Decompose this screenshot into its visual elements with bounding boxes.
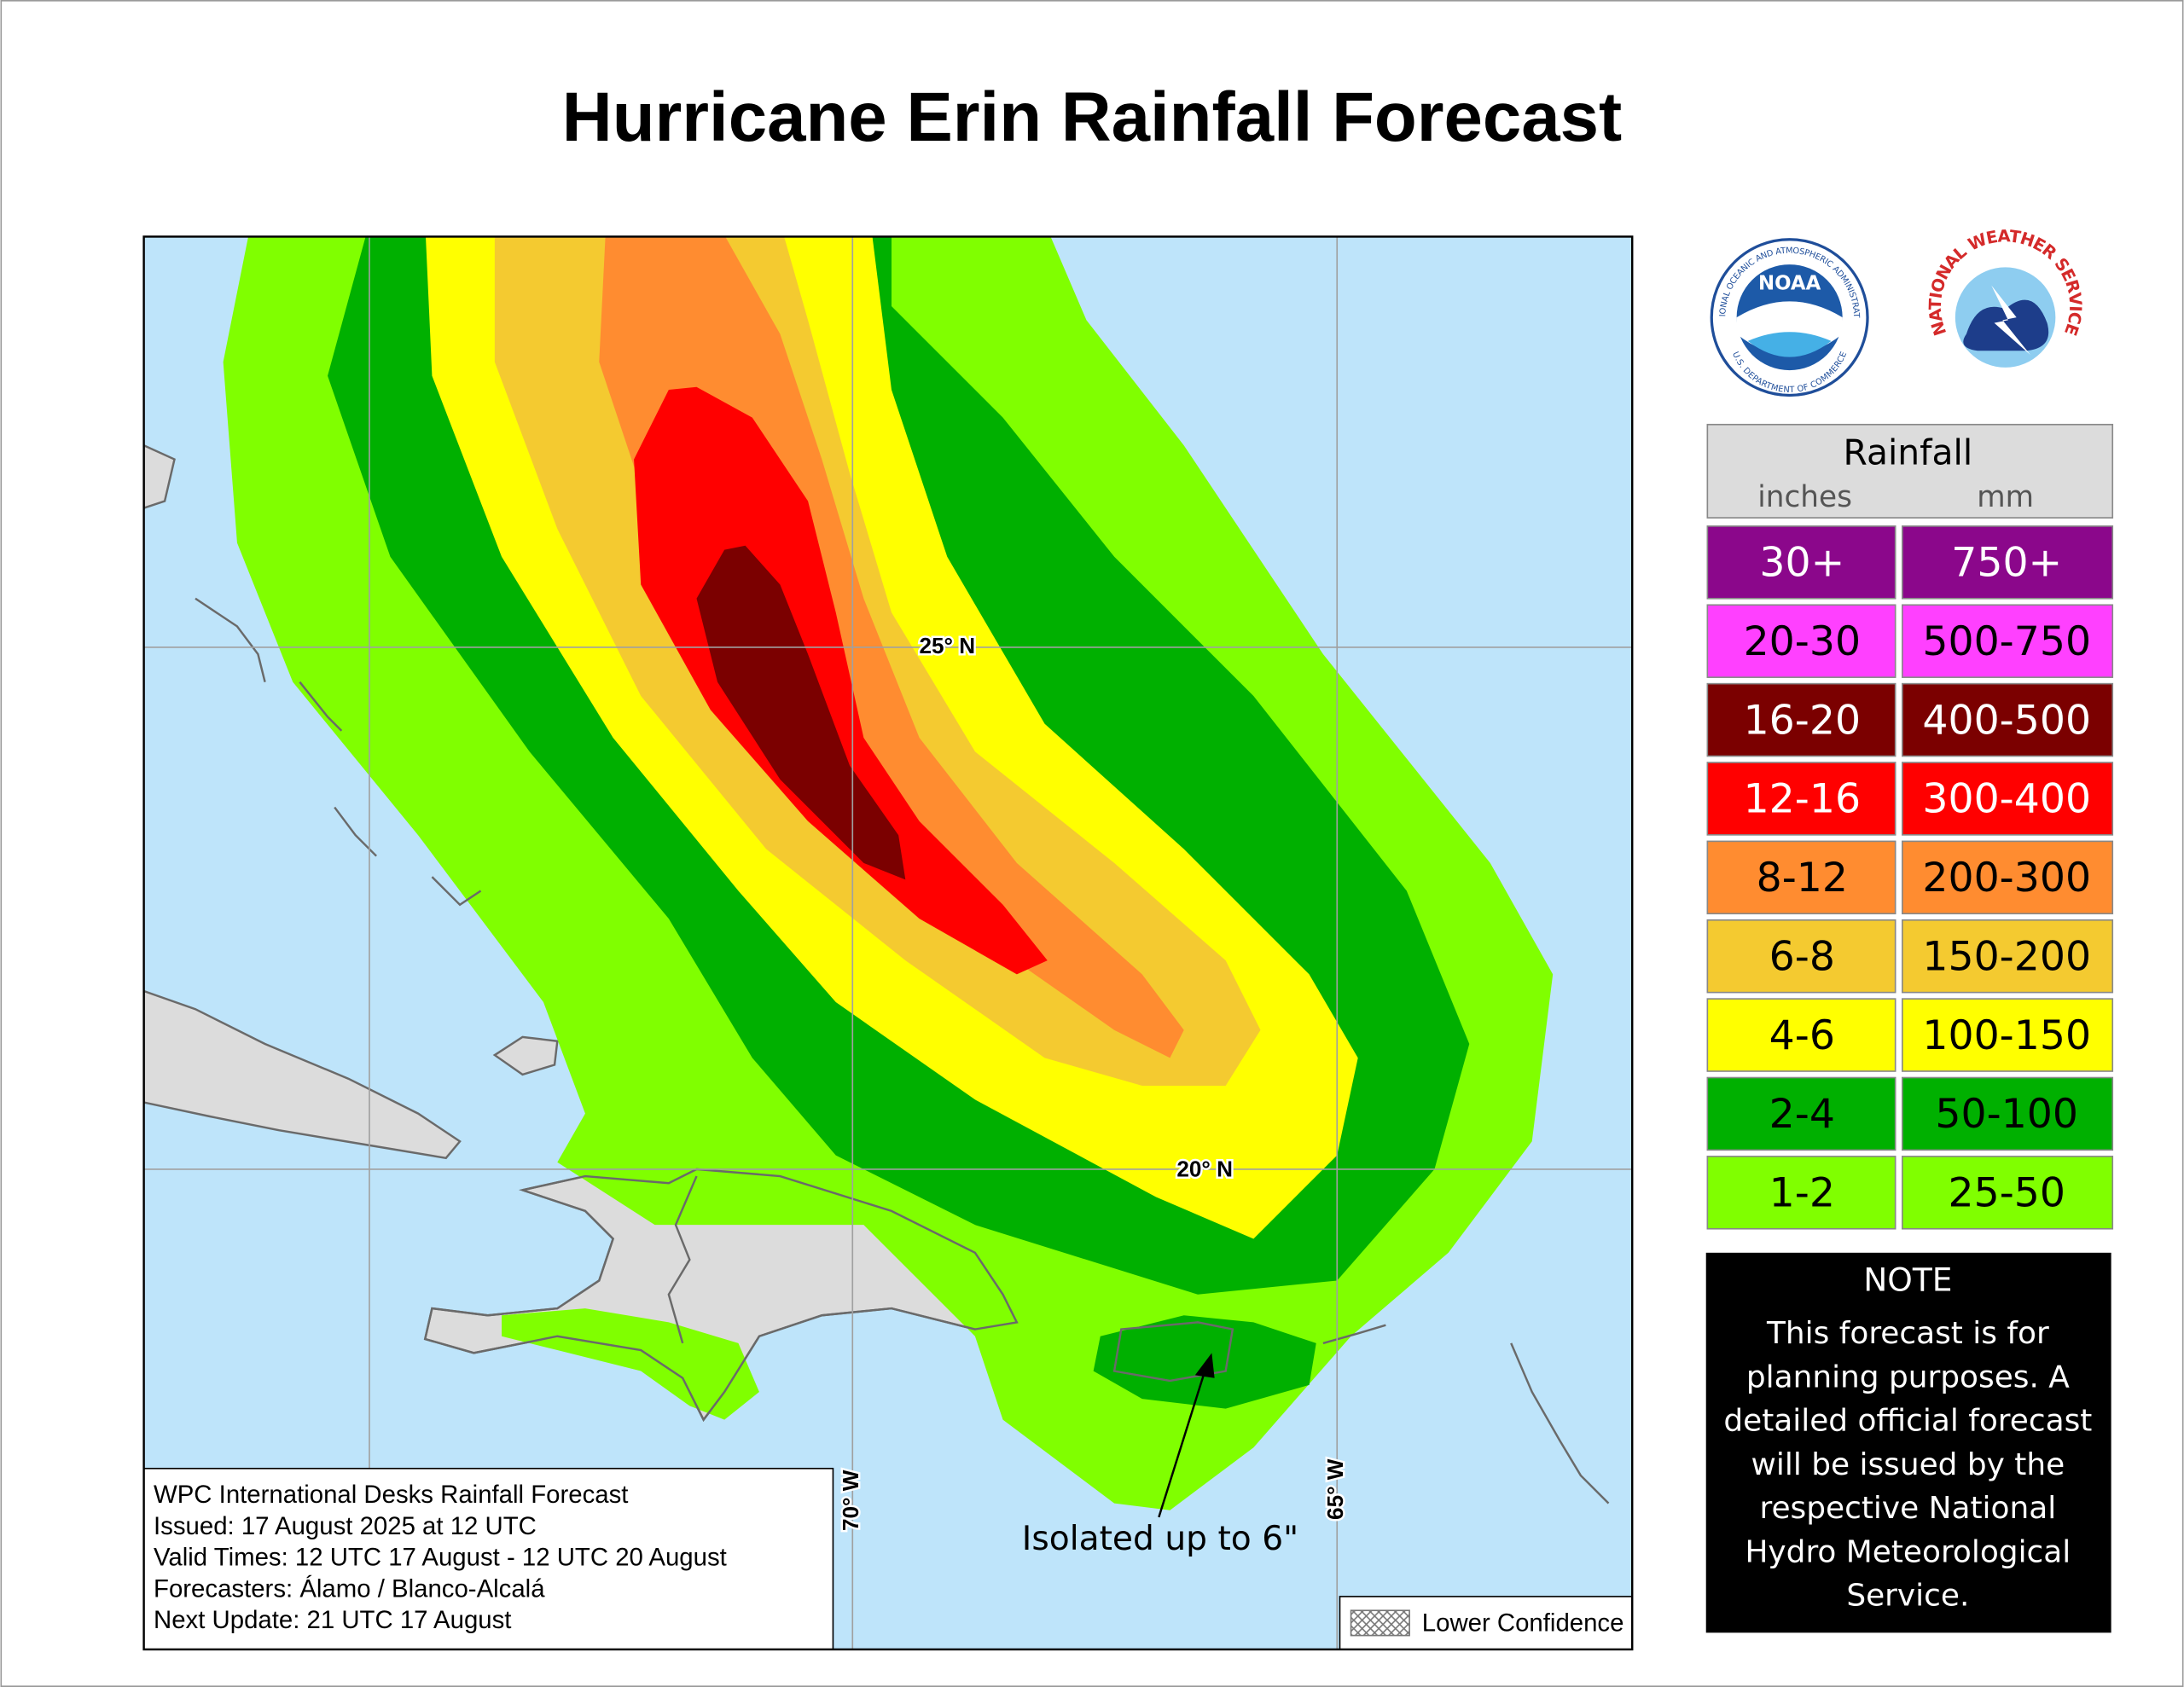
note-title: NOTE <box>1863 1261 1952 1299</box>
legend-swatch <box>1706 1156 1896 1230</box>
legend-inches: 2-4 <box>1769 1091 1835 1138</box>
legend-swatch <box>1706 762 1896 836</box>
virgin-islands <box>1322 1324 1386 1345</box>
info-line: Forecasters: Álamo / Blanco-Alcalá <box>154 1574 545 1603</box>
grid-label: 65° W <box>1322 1458 1348 1520</box>
noaa-water <box>1747 332 1832 357</box>
legend-inches: 1-2 <box>1769 1170 1835 1217</box>
legend-title: Rainfall <box>1844 432 1973 473</box>
noaa-text: NOAA <box>1758 272 1821 294</box>
legend-inches: 16-20 <box>1744 697 1861 744</box>
legend-swatch <box>1706 840 1896 915</box>
title: Hurricane Erin Rainfall Forecast <box>562 78 1622 156</box>
legend-mm: 25-50 <box>1948 1170 2065 1217</box>
legend-rows: 30+ 750+ 20-30 500-750 16-20 400-500 12-16 300-… <box>1706 525 2114 1230</box>
legend-swatch <box>1706 998 1896 1072</box>
rainfall-band <box>502 1308 759 1420</box>
legend-header <box>1706 423 2114 519</box>
legend-swatch <box>1902 762 2114 836</box>
cuba <box>143 989 462 1160</box>
legend-swatch <box>1706 604 1896 678</box>
legend-mm: 300-400 <box>1922 776 2091 823</box>
lesser-antilles <box>1510 1342 1610 1504</box>
info-box <box>143 1467 834 1649</box>
legend-mm: 400-500 <box>1922 697 2091 744</box>
note-line: will be issued by the <box>1751 1447 2065 1482</box>
legend-swatch <box>1902 1156 2114 1230</box>
arrow-head <box>1194 1353 1215 1378</box>
note-line: Service. <box>1846 1579 1969 1614</box>
legend-mm: 500-750 <box>1922 618 2091 665</box>
annotation: Isolated up to 6" <box>1022 1520 1298 1558</box>
note-line: This forecast is for <box>1766 1316 2049 1351</box>
legend-inches: 20-30 <box>1744 618 1861 665</box>
note-line: respective National <box>1760 1491 2057 1526</box>
legend-mm: 100-150 <box>1922 1012 2091 1059</box>
jamaica <box>492 1035 559 1076</box>
arrow-line <box>1158 1366 1207 1518</box>
legend-swatch <box>1902 998 2114 1072</box>
note-line: detailed official forecast <box>1723 1404 2092 1439</box>
legend-swatch <box>1706 682 1896 757</box>
info-line: Next Update: 21 UTC 17 August <box>154 1606 511 1634</box>
legend-mm: 750+ <box>1951 540 2062 587</box>
nws-bolt <box>1991 285 2030 356</box>
legend-swatch <box>1902 682 2114 757</box>
note-line: planning purposes. A <box>1746 1359 2070 1394</box>
hatch-swatch <box>1350 1609 1410 1637</box>
legend-mm: 50-100 <box>1935 1091 2078 1138</box>
confidence-label: Lower Confidence <box>1422 1609 1624 1637</box>
rainfall-band <box>634 386 1048 975</box>
florida-tip <box>143 443 176 509</box>
bahamas <box>195 597 266 682</box>
coastline <box>423 1168 1019 1422</box>
graticule <box>143 236 1633 1649</box>
nws-logo: NATIONAL WEATHER SERVICE <box>1925 226 2086 396</box>
legend-swatch <box>1706 1076 1896 1151</box>
bahamas <box>299 681 343 732</box>
legend-inches: 12-16 <box>1744 776 1861 823</box>
note-lines: This forecast is for planning purposes. A… <box>1723 1316 2092 1613</box>
legend-inches: 6-8 <box>1769 933 1835 980</box>
outlines <box>195 597 1610 1504</box>
grid-label: 25° N <box>919 633 975 658</box>
border <box>667 1175 698 1344</box>
info-line: WPC International Desks Rainfall Forecas… <box>154 1481 628 1509</box>
info-lines: WPC International Desks Rainfall Forecas… <box>154 1481 727 1634</box>
legend-swatch <box>1902 1076 2114 1151</box>
legend-swatch <box>1902 919 2114 994</box>
rainfall-bands <box>223 236 1554 1510</box>
legend-swatch <box>1706 919 1896 994</box>
legend-swatch <box>1706 525 1896 600</box>
legend-mm: 150-200 <box>1922 933 2091 980</box>
legend-inches: 4-6 <box>1769 1012 1835 1059</box>
grid-label: 70° W <box>838 1470 863 1531</box>
legend-swatch <box>1902 525 2114 600</box>
puerto-rico <box>1112 1321 1234 1383</box>
grid-label: 20° N <box>1176 1156 1233 1181</box>
note-box <box>1705 1252 2111 1633</box>
bahamas <box>431 876 482 907</box>
map: 25° N 20° N 70° W 65° W Isolated up to 6… <box>143 236 1633 1649</box>
note-line: Hydro Meteorological <box>1745 1534 2071 1569</box>
legend-swatch <box>1902 604 2114 678</box>
legend-inches: 8-12 <box>1757 855 1848 901</box>
map-border <box>142 235 1634 1651</box>
info-line: Issued: 17 August 2025 at 12 UTC <box>154 1512 537 1540</box>
legend: Rainfall inches mm 30+ 750+ 20-30 500-750 16… <box>1706 423 2114 1230</box>
legend-swatch <box>1902 840 2114 915</box>
info-line: Valid Times: 12 UTC 17 August - 12 UTC 2… <box>154 1544 727 1572</box>
legend-unit: inches <box>1757 480 1852 514</box>
legend-inches: 30+ <box>1759 540 1844 587</box>
legend-mm: 200-300 <box>1922 855 2091 901</box>
rainfall-band <box>1093 1315 1316 1409</box>
legend-unit: mm <box>1977 480 2034 514</box>
